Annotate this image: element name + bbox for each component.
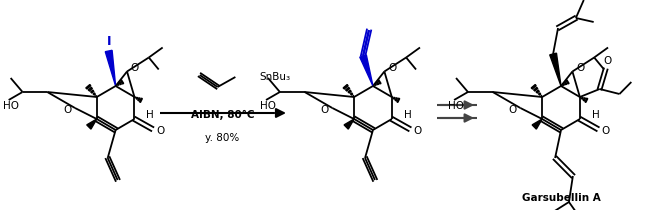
Text: O: O xyxy=(388,63,397,72)
Text: HO: HO xyxy=(3,101,18,111)
Text: y. 80%: y. 80% xyxy=(206,133,240,143)
Text: O: O xyxy=(508,105,517,115)
Polygon shape xyxy=(534,87,538,91)
Text: I: I xyxy=(107,34,111,47)
Polygon shape xyxy=(345,87,349,91)
Polygon shape xyxy=(397,98,400,102)
Polygon shape xyxy=(105,50,115,86)
Polygon shape xyxy=(378,80,381,84)
Polygon shape xyxy=(532,119,542,129)
Text: O: O xyxy=(604,56,612,66)
Text: SnBu₃: SnBu₃ xyxy=(259,72,290,82)
Text: O: O xyxy=(602,126,610,136)
Polygon shape xyxy=(96,96,97,97)
Polygon shape xyxy=(134,97,136,98)
Polygon shape xyxy=(140,98,142,102)
Polygon shape xyxy=(115,85,117,86)
Polygon shape xyxy=(392,97,393,98)
Text: AIBN, 80°C: AIBN, 80°C xyxy=(190,110,254,120)
Polygon shape xyxy=(376,81,379,85)
Polygon shape xyxy=(117,83,119,85)
Text: O: O xyxy=(413,126,422,136)
Text: H: H xyxy=(146,110,154,120)
Polygon shape xyxy=(374,83,376,85)
Polygon shape xyxy=(561,85,562,86)
Polygon shape xyxy=(566,80,569,84)
Polygon shape xyxy=(541,96,542,97)
Text: O: O xyxy=(63,105,71,115)
Text: H: H xyxy=(592,110,600,120)
Text: HO: HO xyxy=(260,101,276,111)
Polygon shape xyxy=(348,90,351,93)
Text: H: H xyxy=(404,110,411,120)
Polygon shape xyxy=(87,119,97,129)
Polygon shape xyxy=(353,96,354,97)
Text: O: O xyxy=(156,126,164,136)
Polygon shape xyxy=(360,55,373,86)
Text: O: O xyxy=(576,63,585,72)
Text: O: O xyxy=(131,63,139,72)
Polygon shape xyxy=(121,80,124,84)
Polygon shape xyxy=(583,98,585,101)
Polygon shape xyxy=(582,97,583,99)
Polygon shape xyxy=(88,87,92,91)
Polygon shape xyxy=(86,84,91,89)
Polygon shape xyxy=(564,81,567,85)
Polygon shape xyxy=(119,81,121,85)
Text: Garsubellin A: Garsubellin A xyxy=(522,193,600,203)
Polygon shape xyxy=(136,97,138,99)
Polygon shape xyxy=(93,93,96,95)
Polygon shape xyxy=(351,93,353,95)
Polygon shape xyxy=(538,93,540,95)
Polygon shape xyxy=(531,84,536,89)
Polygon shape xyxy=(536,90,539,93)
Text: O: O xyxy=(320,105,329,115)
Polygon shape xyxy=(580,97,581,98)
Polygon shape xyxy=(393,97,395,99)
Polygon shape xyxy=(550,53,561,86)
Polygon shape xyxy=(395,98,397,101)
Polygon shape xyxy=(138,98,140,101)
Polygon shape xyxy=(344,119,354,129)
Polygon shape xyxy=(585,98,588,102)
Polygon shape xyxy=(343,84,348,89)
Polygon shape xyxy=(91,90,94,93)
Text: HO: HO xyxy=(448,101,464,111)
Polygon shape xyxy=(563,83,565,85)
Polygon shape xyxy=(373,85,374,86)
